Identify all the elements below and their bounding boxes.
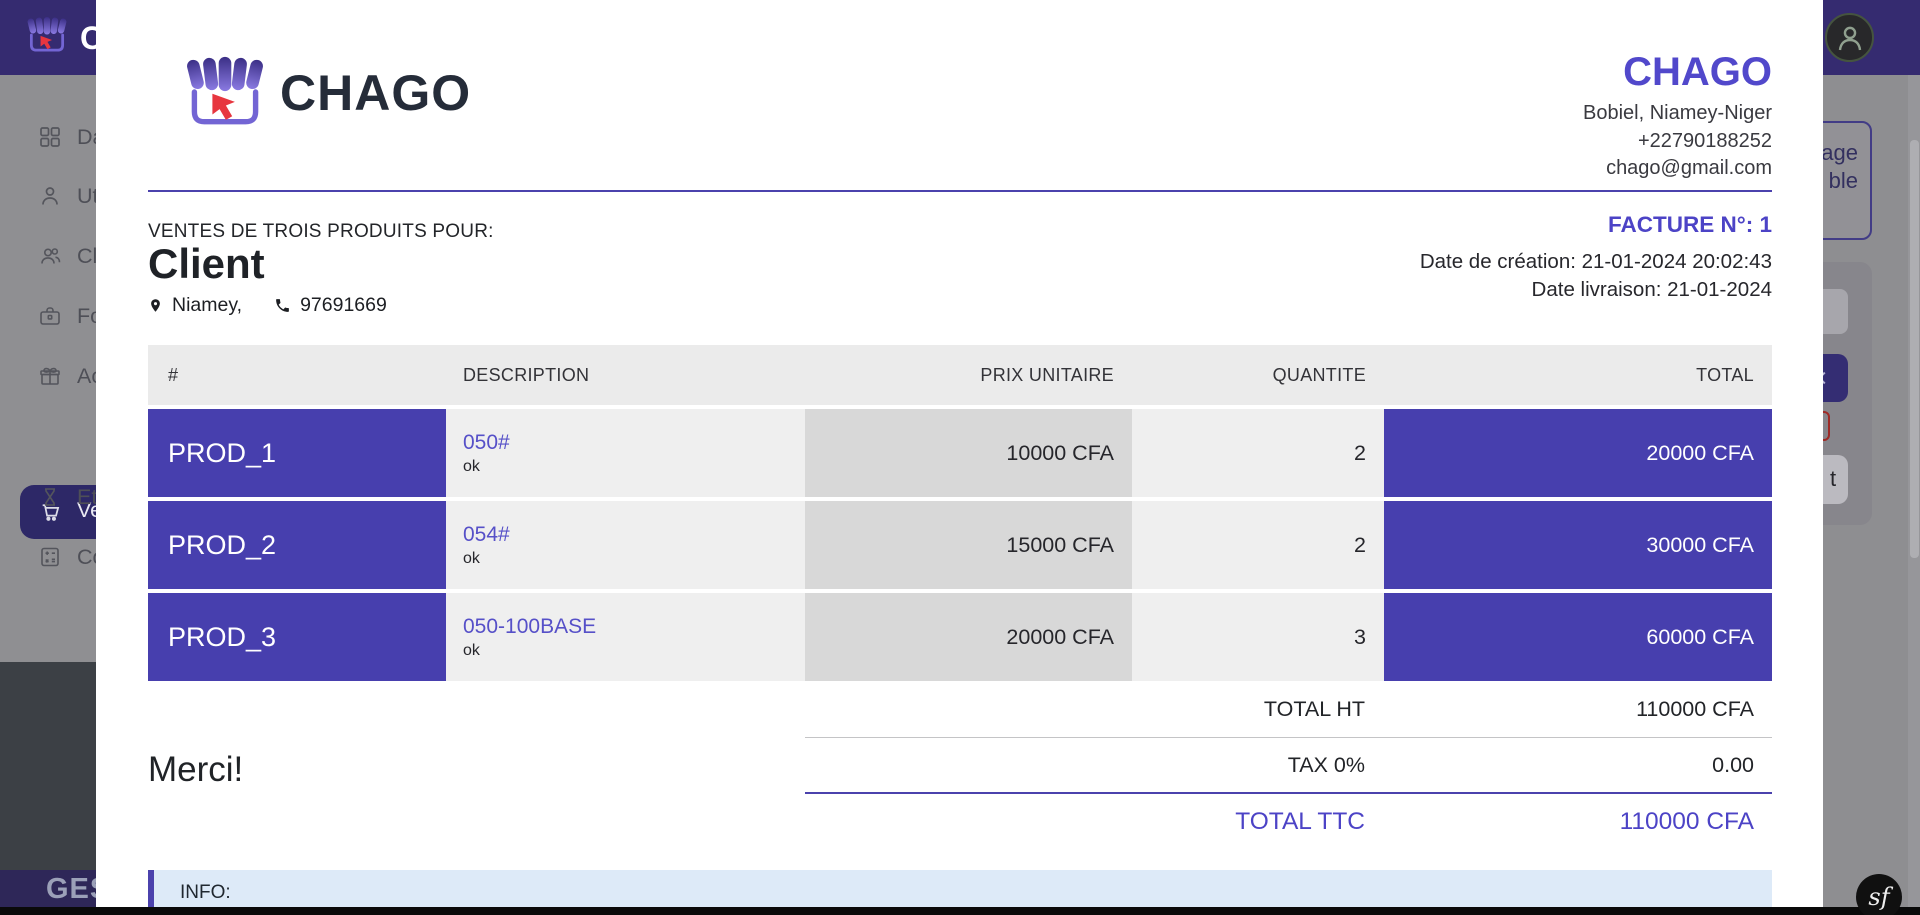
product-ref-link[interactable]: 050-100BASE — [463, 614, 597, 638]
col-header-unit-price: PRIX UNITAIRE — [980, 364, 1114, 385]
invoice-brand-text: CHAGO — [280, 65, 472, 121]
sidebar-item-label: Ut — [77, 183, 99, 208]
invoice-delivery-date: Date livraison: 21-01-2024 — [1531, 278, 1772, 301]
info-label: INFO: — [180, 882, 231, 903]
company-address: Bobiel, Niamey-Niger — [1583, 102, 1772, 124]
invoice-created-date: Date de création: 21-01-2024 20:02:43 — [1419, 250, 1772, 273]
invoice-meta: FACTURE N°: 1 Date de création: 21-01-20… — [1420, 212, 1772, 304]
product-id: PROD_1 — [148, 409, 446, 497]
unit-price: 15000 CFA — [805, 501, 1132, 589]
sidebar-item-label: Cl — [77, 243, 98, 268]
background-light-button-label: t — [1830, 466, 1837, 491]
product-note: ok — [463, 457, 480, 475]
background-panel-text: age ble — [1821, 140, 1858, 193]
product-ref-link[interactable]: 050# — [463, 430, 510, 454]
unit-price: 10000 CFA — [805, 409, 1132, 497]
quantity: 3 — [1132, 593, 1384, 681]
company-email: chago@gmail.com — [1606, 157, 1772, 179]
clients-icon — [41, 248, 61, 264]
client-phone: 97691669 — [300, 294, 387, 316]
sidebar-item-label: Et — [77, 484, 98, 509]
quantity: 2 — [1132, 501, 1384, 589]
col-header-description: DESCRIPTION — [463, 364, 590, 385]
product-id: PROD_3 — [148, 593, 446, 681]
col-header-total: TOTAL — [1696, 364, 1754, 385]
invoice-number: FACTURE N°: 1 — [1607, 212, 1772, 237]
app-logo-icon — [25, 15, 69, 52]
sidebar-item-users[interactable]: Ut — [0, 179, 300, 213]
calculator-icon — [41, 547, 59, 567]
client-name: Client — [148, 240, 265, 287]
location-pin-icon — [151, 299, 160, 312]
col-header-quantity: QUANTITE — [1272, 364, 1366, 385]
tax-value: 0.00 — [1712, 752, 1754, 777]
tax-row: TAX 0% 0.00 — [805, 738, 1772, 794]
briefcase-icon — [40, 307, 60, 325]
total-ht-label: TOTAL HT — [1263, 697, 1365, 721]
debug-toolbar-bar — [0, 907, 1920, 915]
invoice-logo-icon — [180, 54, 270, 130]
total-ht-value: 110000 CFA — [1636, 697, 1754, 721]
gift-icon — [40, 367, 60, 385]
user-icon — [42, 187, 58, 205]
dashboard-grid-icon — [40, 127, 60, 147]
line-total: 20000 CFA — [1384, 409, 1772, 497]
client-city: Niamey, — [172, 294, 243, 316]
company-block: CHAGO Bobiel, Niamey-Niger +22790188252 … — [1583, 50, 1772, 183]
product-ref-link[interactable]: 054# — [463, 522, 510, 546]
line-total: 30000 CFA — [1384, 501, 1772, 589]
total-ttc-row: TOTAL TTC 110000 CFA — [805, 794, 1772, 850]
company-name: CHAGO — [1623, 50, 1772, 94]
scrollbar-thumb[interactable] — [1910, 140, 1919, 558]
total-ttc-value: 110000 CFA — [1619, 808, 1754, 835]
sf-logo: sf — [1868, 883, 1890, 911]
totals-section: TOTAL HT 110000 CFA TAX 0% 0.00 TOTAL TT… — [805, 682, 1772, 850]
sale-title: VENTES DE TROIS PRODUITS POUR: — [148, 221, 494, 242]
unit-price: 20000 CFA — [805, 593, 1132, 681]
sidebar-item-clients[interactable]: Cl — [0, 239, 300, 273]
quantity: 2 — [1132, 409, 1384, 497]
total-ht-row: TOTAL HT 110000 CFA — [805, 682, 1772, 738]
thanks-text: Merci! — [148, 750, 244, 789]
line-total: 60000 CFA — [1384, 593, 1772, 681]
table-row: PROD_3 050-100BASE ok 20000 CFA 3 60000 … — [148, 593, 1772, 681]
sf-debug-badge[interactable]: sf — [1856, 874, 1902, 915]
col-header-index: # — [168, 364, 179, 385]
avatar[interactable] — [1825, 13, 1874, 62]
product-id: PROD_2 — [148, 501, 446, 589]
phone-icon — [276, 299, 289, 312]
product-note: ok — [463, 641, 480, 659]
client-contact-row: Niamey, 97691669 — [148, 294, 387, 317]
hourglass-icon — [45, 488, 55, 506]
items-table: # DESCRIPTION PRIX UNITAIRE QUANTITE TOT… — [148, 345, 1772, 685]
sidebar-item-etat[interactable]: Et — [0, 480, 300, 514]
invoice-modal: CHAGO CHAGO Bobiel, Niamey-Niger +227901… — [96, 0, 1823, 915]
product-note: ok — [463, 549, 480, 567]
cart-icon — [42, 504, 60, 521]
company-phone: +22790188252 — [1637, 129, 1772, 152]
total-ttc-label: TOTAL TTC — [1235, 808, 1365, 835]
table-row: PROD_2 054# ok 15000 CFA 2 30000 CFA — [148, 501, 1772, 589]
user-avatar-icon — [1838, 26, 1861, 50]
tax-label: TAX 0% — [1287, 752, 1365, 777]
table-header-row: # DESCRIPTION PRIX UNITAIRE QUANTITE TOT… — [148, 345, 1772, 405]
table-row: PROD_1 050# ok 10000 CFA 2 20000 CFA — [148, 409, 1772, 497]
header-divider — [148, 190, 1772, 192]
